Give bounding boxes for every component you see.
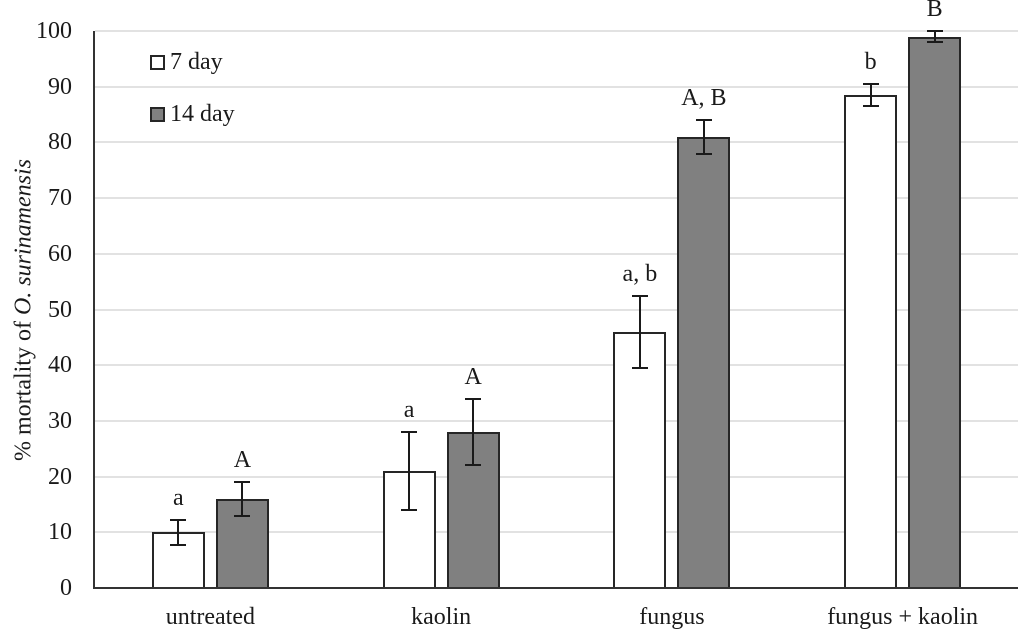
error-bar-cap-bottom [862, 105, 879, 108]
error-bar [933, 31, 936, 43]
y-axis-line [93, 31, 95, 588]
error-bar [472, 398, 475, 466]
x-axis-label-kaolin: kaolin [411, 604, 472, 630]
error-bar-cap-top [465, 397, 482, 400]
error-bar-cap-top [170, 519, 187, 522]
error-bar-cap-bottom [234, 514, 251, 517]
gridline-40 [95, 364, 1018, 367]
error-bar-cap-top [401, 431, 418, 434]
significance-label: a [173, 485, 184, 512]
error-bar-cap-bottom [170, 543, 187, 546]
error-bar-cap-top [926, 30, 943, 32]
y-tick-label-50: 50 [48, 296, 72, 323]
significance-label: A, B [681, 85, 727, 112]
gridline-10 [95, 531, 1018, 534]
y-tick-label-60: 60 [48, 240, 72, 267]
error-bar [241, 482, 244, 516]
significance-label: A [464, 363, 482, 390]
y-tick-label-0: 0 [60, 575, 72, 601]
x-axis-label-fungus-+-kaolin: fungus + kaolin [827, 604, 979, 630]
significance-label: B [926, 0, 943, 22]
error-bar-cap-top [862, 82, 879, 85]
error-bar [638, 295, 641, 368]
gridline-70 [95, 197, 1018, 200]
legend-item-14day: 14 day [150, 98, 235, 130]
error-bar-cap-bottom [401, 509, 418, 512]
significance-label: a, b [622, 260, 658, 287]
bar-14day-fungus [677, 136, 731, 588]
y-tick-label-90: 90 [48, 73, 72, 100]
y-tick-label-100: 100 [36, 18, 72, 44]
error-bar [702, 120, 705, 154]
error-bar [177, 520, 180, 545]
y-tick-label-20: 20 [48, 463, 72, 490]
y-tick-label-80: 80 [48, 129, 72, 156]
bar-7day-fungus [613, 331, 667, 588]
error-bar-cap-top [234, 481, 251, 484]
error-bar-cap-bottom [695, 152, 712, 155]
legend-swatch-14day [150, 106, 165, 122]
legend-item-7day: 7 day [150, 46, 235, 78]
gridline-80 [95, 141, 1018, 144]
error-bar-cap-bottom [465, 464, 482, 467]
legend-label-14day: 14 day [170, 100, 235, 127]
error-bar-cap-bottom [926, 41, 943, 44]
y-tick-label-30: 30 [48, 407, 72, 434]
legend: 7 day 14 day [150, 46, 235, 150]
gridline-20 [95, 475, 1018, 478]
legend-label-7day: 7 day [170, 48, 223, 75]
significance-label: b [864, 48, 877, 75]
legend-swatch-7day [150, 54, 165, 70]
significance-label: a [403, 397, 415, 424]
x-axis-label-untreated: untreated [165, 604, 256, 630]
gridline-100 [95, 30, 1018, 32]
error-bar-cap-top [631, 294, 648, 297]
error-bar [408, 432, 411, 510]
error-bar [869, 83, 872, 107]
gridline-60 [95, 252, 1018, 255]
error-bar-cap-top [695, 119, 712, 122]
y-tick-label-10: 10 [48, 519, 72, 546]
y-tick-label-70: 70 [48, 185, 72, 212]
gridline-90 [95, 85, 1018, 88]
y-tick-label-40: 40 [48, 352, 72, 379]
gridline-50 [95, 308, 1018, 311]
error-bar-cap-bottom [631, 366, 648, 369]
y-axis-title-species: O. surinamensis [10, 159, 37, 316]
bar-14day-fungus-+-kaolin [908, 36, 962, 588]
y-axis-title-text: % mortality of [10, 315, 37, 461]
x-axis-label-fungus: fungus [639, 604, 705, 630]
significance-label: A [233, 447, 252, 474]
x-axis-line [93, 587, 1018, 589]
gridline-30 [95, 419, 1018, 422]
bar-7day-fungus-+-kaolin [844, 95, 898, 588]
